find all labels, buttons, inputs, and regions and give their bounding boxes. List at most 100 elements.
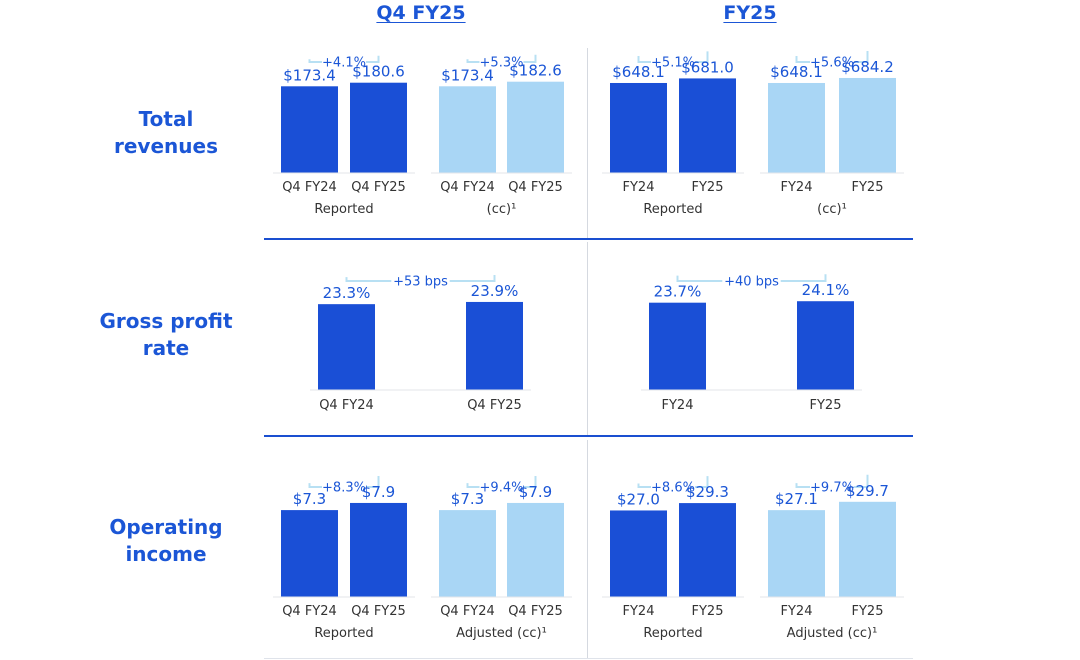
- group-label: Reported: [643, 626, 702, 641]
- growth-bracket: [308, 475, 380, 488]
- row-label-line: rate: [142, 336, 190, 360]
- group-label: Reported: [314, 626, 373, 641]
- column-divider-3: [587, 440, 588, 658]
- category-label: FY24: [662, 398, 694, 413]
- category-label: FY25: [852, 180, 884, 195]
- value-label: 23.9%: [471, 282, 519, 300]
- column-divider-2: [587, 242, 588, 436]
- group-label: Adjusted (cc)¹: [456, 626, 547, 641]
- value-label: $180.6: [352, 63, 405, 81]
- value-label: $7.9: [519, 483, 552, 501]
- bar: [610, 510, 667, 597]
- value-label: $182.6: [509, 62, 562, 80]
- delta-label: +5.6%: [810, 56, 854, 71]
- row-separator-2: [264, 435, 913, 437]
- value-label: $681.0: [681, 58, 734, 76]
- category-label: Q4 FY24: [440, 180, 495, 195]
- value-label: $7.3: [451, 490, 484, 508]
- bar: [839, 77, 896, 173]
- category-label: FY25: [692, 604, 724, 619]
- category-label: Q4 FY25: [467, 398, 522, 413]
- category-label: Q4 FY24: [440, 604, 495, 619]
- category-label: FY24: [781, 604, 813, 619]
- delta-label: +5.1%: [651, 56, 695, 71]
- value-label: $29.7: [846, 482, 889, 500]
- value-label: $648.1: [612, 63, 665, 81]
- bar: [768, 82, 825, 173]
- category-label: FY24: [781, 180, 813, 195]
- category-label: Q4 FY24: [282, 180, 337, 195]
- growth-bracket: [795, 474, 869, 488]
- growth-bracket: [308, 55, 380, 63]
- bar: [839, 501, 896, 597]
- category-label: Q4 FY25: [351, 604, 406, 619]
- bar: [350, 82, 407, 173]
- bar: [649, 302, 706, 390]
- category-label: Q4 FY25: [508, 180, 563, 195]
- delta-label: +9.7%: [810, 481, 854, 496]
- growth-bracket: [345, 274, 496, 282]
- header-fy25: FY25: [723, 2, 777, 24]
- group-label: (cc)¹: [817, 202, 847, 217]
- row-label-line: revenues: [114, 134, 218, 158]
- value-label: $173.4: [441, 66, 494, 84]
- bottom-rule: [264, 658, 913, 659]
- category-label: FY25: [692, 180, 724, 195]
- row-label-line: Operating: [109, 515, 223, 539]
- row-label-line: Gross profit: [99, 309, 233, 333]
- bar: [679, 78, 736, 173]
- value-label: $648.1: [770, 63, 823, 81]
- delta-label: +8.3%: [322, 481, 366, 496]
- value-label: $27.0: [617, 490, 660, 508]
- category-label: FY25: [852, 604, 884, 619]
- value-label: 23.3%: [323, 284, 371, 302]
- delta-label: +5.3%: [480, 56, 524, 71]
- bar: [507, 502, 564, 597]
- row-label-line: Total: [138, 107, 194, 131]
- value-label: $684.2: [841, 58, 894, 76]
- row-label-operating-income: Operating income: [86, 514, 246, 568]
- row-label-gross-profit-rate: Gross profit rate: [86, 308, 246, 362]
- growth-bracket: [466, 475, 537, 488]
- growth-bracket: [676, 274, 827, 282]
- bar: [350, 502, 407, 597]
- bar: [679, 503, 736, 597]
- value-label: 23.7%: [654, 283, 702, 301]
- category-label: Q4 FY25: [508, 604, 563, 619]
- delta-label: +4.1%: [322, 56, 366, 71]
- growth-bracket: [466, 54, 537, 63]
- delta-label: +9.4%: [480, 481, 524, 496]
- category-label: FY24: [623, 604, 655, 619]
- bar: [318, 304, 375, 390]
- category-label: FY25: [810, 398, 842, 413]
- value-label: $29.3: [686, 483, 729, 501]
- bar: [768, 510, 825, 597]
- bar: [797, 301, 854, 390]
- group-label: (cc)¹: [487, 202, 517, 217]
- row-separator-1: [264, 238, 913, 240]
- category-label: Q4 FY24: [282, 604, 337, 619]
- row-label-total-revenues: Total revenues: [86, 106, 246, 160]
- growth-bracket: [637, 476, 709, 488]
- value-label: $27.1: [775, 490, 818, 508]
- category-label: FY24: [623, 180, 655, 195]
- bar: [281, 86, 338, 173]
- row-label-line: income: [125, 542, 207, 566]
- bar: [439, 86, 496, 173]
- value-label: $7.9: [362, 483, 395, 501]
- delta-label: +53 bps: [393, 275, 448, 290]
- value-label: 24.1%: [802, 281, 850, 299]
- bar: [507, 81, 564, 173]
- bar: [281, 510, 338, 597]
- value-label: $7.3: [293, 490, 326, 508]
- bar: [439, 510, 496, 597]
- delta-label: +8.6%: [651, 481, 695, 496]
- column-divider-1: [587, 48, 588, 238]
- group-label: Reported: [314, 202, 373, 217]
- category-label: Q4 FY24: [319, 398, 374, 413]
- category-label: Q4 FY25: [351, 180, 406, 195]
- bar: [466, 301, 523, 390]
- growth-bracket: [795, 50, 869, 63]
- group-label: Reported: [643, 202, 702, 217]
